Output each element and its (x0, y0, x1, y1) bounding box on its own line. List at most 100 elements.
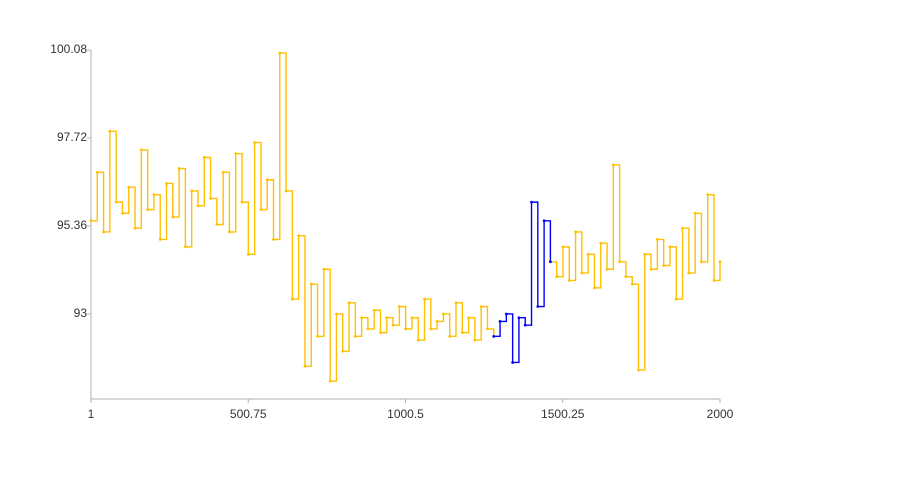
point (630, 282, 634, 286)
point (290, 297, 294, 301)
point (479, 305, 483, 308)
point (146, 208, 150, 211)
point (530, 200, 533, 204)
point (165, 182, 168, 185)
point (523, 323, 527, 327)
point (460, 331, 464, 335)
point (517, 316, 521, 320)
point (322, 267, 326, 271)
point (114, 200, 118, 204)
point (498, 320, 502, 323)
point (209, 196, 212, 200)
point (404, 327, 408, 331)
y-tick-label: 97.72 (57, 130, 87, 144)
point (555, 275, 559, 279)
point (177, 167, 181, 170)
point (599, 241, 603, 245)
point (655, 238, 659, 241)
point (586, 252, 590, 256)
point (536, 305, 540, 308)
y-tick-label: 93 (74, 306, 88, 320)
point (246, 252, 250, 256)
point (121, 211, 124, 215)
point (467, 316, 470, 320)
point (190, 189, 194, 193)
x-tick-label: 1000.5 (387, 407, 424, 421)
point (593, 286, 596, 290)
point (511, 361, 515, 364)
point (95, 170, 99, 174)
point (215, 223, 219, 226)
point (89, 219, 93, 223)
point (385, 316, 389, 320)
point (712, 279, 716, 282)
point (171, 215, 175, 219)
point (366, 327, 370, 331)
point (303, 364, 307, 368)
point (272, 238, 275, 241)
y-tick-label: 100.08 (50, 42, 87, 56)
point (196, 204, 200, 208)
point (442, 312, 445, 316)
point (605, 267, 609, 271)
point (265, 178, 269, 182)
point (347, 301, 351, 305)
point (391, 323, 395, 327)
point (448, 334, 452, 338)
x-tick-label: 2000 (707, 407, 734, 421)
point (700, 260, 703, 264)
point (234, 152, 238, 156)
step-line (493, 201, 552, 364)
point (416, 338, 420, 342)
point (574, 230, 577, 234)
point (542, 219, 546, 223)
x-tick-label: 1 (88, 407, 95, 421)
point (259, 208, 263, 211)
point (158, 238, 162, 241)
point (662, 264, 666, 267)
point (548, 260, 552, 264)
point (492, 334, 496, 338)
point (152, 193, 156, 197)
point (379, 331, 382, 335)
point (183, 245, 187, 249)
point (486, 327, 489, 331)
point (253, 141, 257, 144)
point (133, 226, 137, 230)
point (668, 245, 672, 249)
point (423, 297, 426, 301)
point (353, 334, 357, 338)
point (435, 320, 439, 323)
point (643, 252, 647, 256)
point (706, 193, 710, 197)
point (309, 282, 313, 286)
point (397, 305, 401, 308)
point (278, 51, 282, 55)
point (341, 349, 345, 353)
point (328, 379, 332, 383)
point (228, 230, 231, 234)
point (108, 129, 112, 133)
point (335, 312, 338, 316)
point (102, 230, 105, 234)
point (687, 271, 691, 275)
point (567, 279, 571, 282)
point (240, 200, 244, 204)
point (127, 185, 131, 189)
point (718, 260, 722, 264)
point (410, 316, 414, 320)
point (360, 316, 364, 320)
step-line (91, 52, 721, 382)
point (681, 226, 684, 230)
point (473, 338, 477, 342)
point (454, 301, 458, 305)
point (637, 368, 640, 372)
x-tick-label: 1500.25 (541, 407, 585, 421)
point (624, 275, 628, 279)
point (580, 271, 584, 275)
point (504, 312, 508, 316)
point (674, 297, 678, 301)
x-tick-label: 500.75 (230, 407, 267, 421)
point (297, 234, 301, 238)
